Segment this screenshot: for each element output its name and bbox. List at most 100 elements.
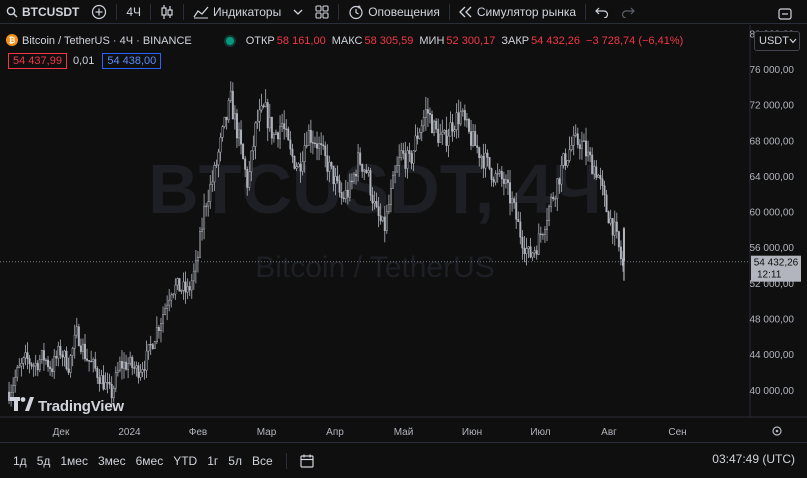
candle-body [519,221,522,238]
candle-body [599,175,602,180]
range-5y[interactable]: 5л [228,453,242,468]
candle-body [84,343,86,360]
candle-body [199,231,201,258]
candle-body [65,350,68,370]
candle-body [223,116,226,127]
sell-price-button[interactable]: 54 437,99 [8,53,67,69]
fullscreen-button[interactable] [771,2,799,26]
candle-body [439,134,442,143]
market-status-icon[interactable] [225,37,234,45]
candle-body [281,123,284,127]
candles-icon [160,4,174,20]
replay-button[interactable]: Симулятор рынка [453,0,582,24]
price-tick-label: 44 000,00 [750,350,795,361]
candle-body [225,116,228,121]
go-to-date-button[interactable] [299,453,315,469]
candle-body [299,163,302,172]
candle-body [120,361,123,369]
candle-body [402,150,405,154]
candle-body [461,110,464,112]
candle-body [379,215,382,222]
close-label: ЗАКР [501,35,530,47]
interval-button[interactable]: 4Ч [126,4,141,19]
range-1y[interactable]: 1г [207,453,219,468]
indicators-button[interactable]: Индикаторы [187,0,287,24]
chevron-down-icon [293,8,303,16]
tradingview-logo[interactable]: TradingView [10,397,124,415]
candle-body [353,173,355,182]
candle-body [472,131,475,146]
candle-body [96,368,99,378]
candle-body [340,192,343,199]
utc-clock[interactable]: 03:47:49 (UTC) [712,452,795,466]
candle-body [428,112,431,115]
candle-body [86,358,89,361]
range-6m[interactable]: 6мес [135,453,164,468]
settings-button[interactable] [772,426,782,436]
price-tick-label: 40 000,00 [750,386,795,397]
candle-body [196,256,199,261]
candle-body [219,137,222,153]
symbol-search[interactable]: BTCUSDT [0,0,85,24]
range-5d[interactable]: 5д [36,453,51,468]
chart-type-button[interactable] [154,0,180,24]
candle-body [26,352,29,360]
candle-body [533,250,536,254]
candle-body [558,178,561,185]
close-value: 54 432,26 [531,35,581,47]
candle-body [34,362,37,367]
candle-body [492,179,495,183]
candle-body [147,343,150,352]
alerts-button[interactable]: Оповещения [342,0,446,24]
candle-body [476,145,479,148]
candle-body [622,228,625,262]
candle-body [153,341,156,350]
candle-body [406,150,409,169]
candle-body [355,173,358,177]
candle-body [258,109,261,122]
range-3m[interactable]: 3мес [97,453,126,468]
candle-body [511,198,514,204]
range-1m[interactable]: 1мес [60,453,88,468]
compare-button[interactable] [85,0,113,24]
replay-label: Симулятор рынка [476,4,577,19]
undo-button[interactable] [589,0,615,24]
candle-body [619,246,622,260]
time-tick-label: Сен [668,427,686,438]
layout-button[interactable] [309,0,335,24]
candle-body [566,160,569,166]
range-ytd[interactable]: YTD [173,453,198,468]
range-1d[interactable]: 1д [13,453,27,468]
candle-body [404,153,407,169]
candle-body [28,358,31,365]
price-tick-label: 48 000,00 [750,315,795,326]
candle-body [576,133,579,145]
indicator-templates-button[interactable] [287,0,309,24]
candle-body [108,381,111,385]
candle-body [529,246,532,258]
candle-body [556,178,559,199]
candle-body [424,109,427,118]
fullscreen-icon [777,6,793,22]
candle-body [316,143,318,149]
currency-select[interactable]: USDT [754,31,800,51]
candle-body [373,201,376,204]
buy-price-button[interactable]: 54 438,00 [102,53,162,69]
candle-body [484,152,487,169]
redo-icon [621,6,635,18]
candle-body [410,153,413,164]
candle-body [420,125,423,133]
bar-countdown: 12:11 [757,270,782,281]
time-axis[interactable]: Дек 2024 Фев Мар Апр Май Июн Июл Авг Сен [53,427,687,438]
candle-body [570,145,573,150]
candle-body [383,216,386,232]
candle-body [543,229,546,235]
candle-body [326,155,329,172]
price-tick-label: 72 000,00 [750,101,795,112]
candle-body [16,367,19,378]
price-chart[interactable]: BTCUSDT, 4Ч Bitcoin / TetherUS 40 000,00… [0,25,807,442]
redo-button[interactable] [615,0,641,24]
high-label: МАКС [331,35,363,47]
range-all[interactable]: Все [251,453,273,468]
candle-body [486,152,489,158]
